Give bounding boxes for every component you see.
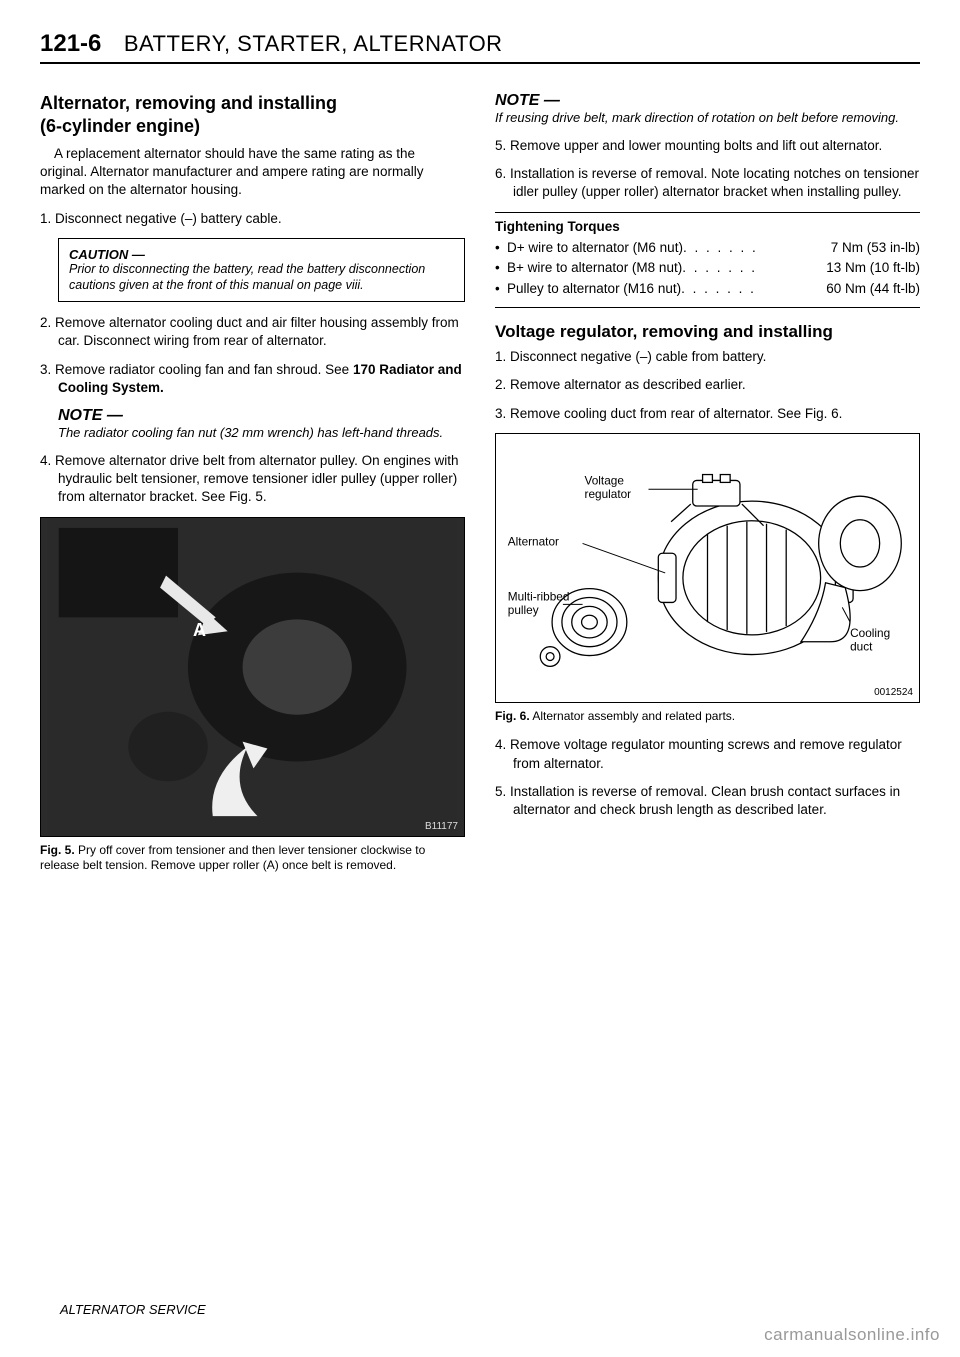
fig6-text: Alternator assembly and related parts. — [532, 709, 735, 723]
vr-step-3: 3. Remove cooling duct from rear of alte… — [495, 405, 920, 423]
diag-label-vr: Voltage — [585, 473, 625, 487]
vr-step-1: 1. Disconnect negative (–) cable from ba… — [495, 348, 920, 366]
svg-text:pulley: pulley — [508, 603, 539, 617]
photo-placeholder-svg — [41, 518, 464, 836]
vr-step-2: 2. Remove alternator as described earlie… — [495, 376, 920, 394]
vr-step-5: 5. Installation is reverse of removal. C… — [495, 783, 920, 819]
title-line2: (6-cylinder engine) — [40, 116, 200, 136]
torque-label: B+ wire to alternator (M8 nut) — [507, 258, 682, 279]
right-column: NOTE — If reusing drive belt, mark direc… — [495, 92, 920, 874]
manual-page: 121-6 BATTERY, STARTER, ALTERNATOR Alter… — [0, 0, 960, 1357]
diag-label-pulley: Multi-ribbed — [508, 589, 570, 603]
step-5: 5. Remove upper and lower mounting bolts… — [495, 137, 920, 155]
caution-body: Prior to disconnecting the battery, read… — [69, 262, 454, 293]
callout-A: A — [193, 620, 206, 641]
footer-section-label: ALTERNATOR SERVICE — [60, 1302, 206, 1317]
torque-value: 7 Nm (53 in-lb) — [831, 238, 920, 259]
note-body: The radiator cooling fan nut (32 mm wren… — [58, 425, 465, 442]
section-title: Alternator, removing and installing (6-c… — [40, 92, 465, 137]
note-label: NOTE — — [495, 92, 920, 110]
bullet-icon: • — [495, 258, 507, 279]
fig6-lead: Fig. 6. — [495, 709, 530, 723]
step-1: 1. Disconnect negative (–) battery cable… — [40, 210, 465, 228]
step-3: 3. Remove radiator cooling fan and fan s… — [40, 361, 465, 397]
torque-title: Tightening Torques — [495, 219, 920, 234]
figure-6-id: 0012524 — [874, 687, 913, 698]
diag-label-alt: Alternator — [508, 534, 559, 548]
chapter-title: BATTERY, STARTER, ALTERNATOR — [124, 31, 503, 57]
header-rule — [40, 62, 920, 64]
leader-dots: . . . . . . . — [681, 279, 826, 300]
figure-5-id: B11177 — [425, 821, 458, 832]
svg-text:regulator: regulator — [585, 487, 632, 501]
bullet-icon: • — [495, 279, 507, 300]
step-3-text: 3. Remove radiator cooling fan and fan s… — [40, 362, 353, 377]
torque-label: D+ wire to alternator (M6 nut) — [507, 238, 683, 259]
torque-row: • D+ wire to alternator (M6 nut) . . . .… — [495, 238, 920, 259]
left-column: Alternator, removing and installing (6-c… — [40, 92, 465, 874]
torque-value: 13 Nm (10 ft-lb) — [826, 258, 920, 279]
intro-paragraph: A replacement alternator should have the… — [40, 145, 465, 200]
figure-5-caption: Fig. 5. Pry off cover from tensioner and… — [40, 843, 465, 874]
note-body: If reusing drive belt, mark direction of… — [495, 110, 920, 127]
torque-label: Pulley to alternator (M16 nut) — [507, 279, 681, 300]
torque-row: • Pulley to alternator (M16 nut) . . . .… — [495, 279, 920, 300]
step-2: 2. Remove alternator cooling duct and ai… — [40, 314, 465, 350]
note-block-2: NOTE — If reusing drive belt, mark direc… — [495, 92, 920, 127]
watermark: carmanualsonline.info — [764, 1325, 940, 1345]
leader-dots: . . . . . . . — [682, 258, 826, 279]
subsection-title: Voltage regulator, removing and installi… — [495, 322, 920, 342]
figure-6-caption: Fig. 6. Alternator assembly and related … — [495, 709, 920, 725]
caution-label: CAUTION — — [69, 247, 454, 262]
leader-dots: . . . . . . . — [683, 238, 831, 259]
fig5-lead: Fig. 5. — [40, 843, 75, 857]
note-label: NOTE — — [58, 407, 465, 425]
vr-step-4: 4. Remove voltage regulator mounting scr… — [495, 736, 920, 772]
two-column-layout: Alternator, removing and installing (6-c… — [40, 92, 920, 874]
page-number: 121-6 — [40, 30, 101, 58]
step-4: 4. Remove alternator drive belt from alt… — [40, 452, 465, 507]
torque-row: • B+ wire to alternator (M8 nut) . . . .… — [495, 258, 920, 279]
caution-box: CAUTION — Prior to disconnecting the bat… — [58, 238, 465, 302]
figure-6-diagram: Voltage regulator Alternator Multi-ribbe… — [495, 433, 920, 703]
fig5-text: Pry off cover from tensioner and then le… — [40, 843, 425, 873]
torque-value: 60 Nm (44 ft-lb) — [826, 279, 920, 300]
svg-text:duct: duct — [850, 640, 873, 654]
torque-box: Tightening Torques • D+ wire to alternat… — [495, 212, 920, 309]
figure-5-photo: A B11177 — [40, 517, 465, 837]
page-header: 121-6 BATTERY, STARTER, ALTERNATOR — [40, 30, 920, 64]
title-line1: Alternator, removing and installing — [40, 93, 337, 113]
diag-label-duct: Cooling — [850, 626, 890, 640]
note-block-1: NOTE — The radiator cooling fan nut (32 … — [58, 407, 465, 442]
step-6: 6. Installation is reverse of removal. N… — [495, 165, 920, 201]
alternator-diagram-svg: Voltage regulator Alternator Multi-ribbe… — [496, 434, 919, 702]
bullet-icon: • — [495, 238, 507, 259]
